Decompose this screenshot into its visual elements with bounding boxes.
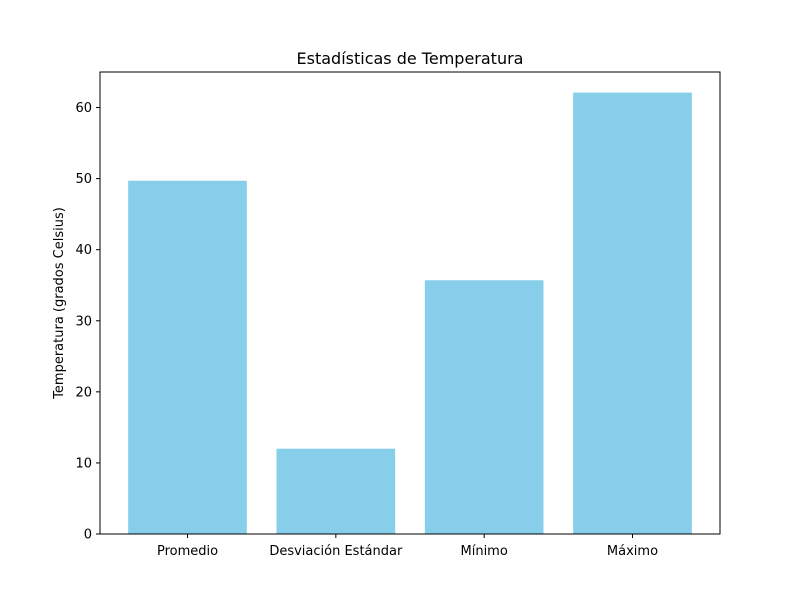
y-tick-label: 10 — [75, 456, 92, 471]
chart-title: Estadísticas de Temperatura — [297, 49, 524, 68]
bar-0 — [128, 180, 247, 535]
y-tick-label: 0 — [84, 528, 92, 543]
bars-group — [128, 92, 692, 535]
y-tick-label: 50 — [75, 172, 92, 187]
x-tick-label: Promedio — [157, 544, 218, 559]
x-tick-label: Máximo — [607, 544, 658, 559]
bar-3 — [573, 92, 692, 534]
bar-2 — [424, 280, 544, 534]
x-tick-label: Mínimo — [461, 544, 508, 559]
y-tick-label: 30 — [75, 314, 92, 329]
y-tick-label: 60 — [75, 101, 92, 116]
bar-1 — [276, 448, 396, 534]
x-ticks-group: Promedio Desviación Estándar Mínimo Máximo — [157, 534, 658, 559]
plot-frame — [99, 71, 721, 535]
x-tick-label: Desviación Estándar — [269, 544, 403, 559]
y-tick-label: 40 — [75, 243, 92, 258]
y-tick-label: 20 — [75, 385, 92, 400]
y-ticks-group: 0 10 20 30 40 50 60 — [75, 101, 100, 543]
y-axis-label: Temperatura (grados Celsius) — [52, 207, 67, 400]
